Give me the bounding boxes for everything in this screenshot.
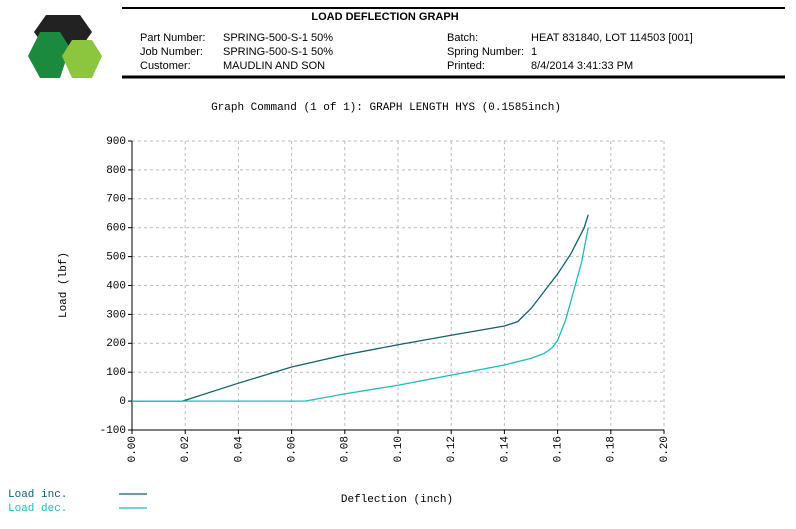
legend-label: Load dec. bbox=[8, 503, 67, 515]
x-tick-label: 0.12 bbox=[446, 436, 458, 462]
y-tick-label: 600 bbox=[106, 223, 126, 235]
y-tick-label: 500 bbox=[106, 252, 126, 264]
x-tick-label: 0.10 bbox=[393, 436, 405, 462]
y-tick-label: 100 bbox=[106, 367, 126, 379]
y-axis-label: Load (lbf) bbox=[58, 252, 70, 318]
field-value: MAUDLIN AND SON bbox=[223, 60, 325, 72]
header-fields: Part Number: SPRING-500-S-1 50% Job Number… bbox=[140, 32, 693, 72]
field-value: SPRING-500-S-1 50% bbox=[223, 32, 333, 44]
field-label: Customer: bbox=[140, 60, 191, 72]
field-value: HEAT 831840, LOT 114503 [001] bbox=[531, 32, 693, 44]
x-tick-label: 0.06 bbox=[287, 436, 299, 462]
y-tick-label: 200 bbox=[106, 338, 126, 350]
y-tick-label: -100 bbox=[100, 425, 126, 437]
data-line bbox=[132, 227, 589, 402]
field-label: Printed: bbox=[447, 60, 485, 72]
x-tick-label: 0.02 bbox=[180, 436, 192, 462]
y-tick-label: 400 bbox=[106, 280, 126, 292]
chart-title: Graph Command (1 of 1): GRAPH LENGTH HYS… bbox=[211, 102, 561, 114]
field-label: Part Number: bbox=[140, 32, 205, 44]
x-tick-label: 0.04 bbox=[233, 436, 245, 463]
data-line bbox=[132, 214, 589, 402]
plot: -100 0 100 200 300 400 500 600 700 800 900 0.00 0.02… bbox=[8, 136, 671, 515]
x-tick-label: 0.16 bbox=[553, 436, 565, 462]
header-title: LOAD DEFLECTION GRAPH bbox=[311, 11, 458, 23]
field-value: 8/4/2014 3:41:33 PM bbox=[531, 60, 633, 72]
y-tick-label: 900 bbox=[106, 136, 126, 148]
x-tick-label: 0.00 bbox=[127, 436, 139, 462]
y-tick-label: 800 bbox=[106, 165, 126, 177]
y-tick-label: 300 bbox=[106, 309, 126, 321]
x-tick-label: 0.14 bbox=[499, 436, 511, 463]
field-label: Spring Number: bbox=[447, 46, 524, 58]
field-label: Job Number: bbox=[140, 46, 203, 58]
x-tick-label: 0.08 bbox=[340, 436, 352, 462]
field-value: SPRING-500-S-1 50% bbox=[223, 46, 333, 58]
logo bbox=[28, 15, 102, 78]
legend-label: Load inc. bbox=[8, 489, 67, 501]
x-tick-label: 0.18 bbox=[606, 436, 618, 462]
y-tick-label: 700 bbox=[106, 194, 126, 206]
x-tick-label: 0.20 bbox=[659, 436, 671, 462]
x-axis-label: Deflection (inch) bbox=[341, 494, 453, 506]
field-label: Batch: bbox=[447, 32, 478, 44]
y-tick-label: 0 bbox=[119, 396, 126, 408]
field-value: 1 bbox=[531, 46, 537, 58]
